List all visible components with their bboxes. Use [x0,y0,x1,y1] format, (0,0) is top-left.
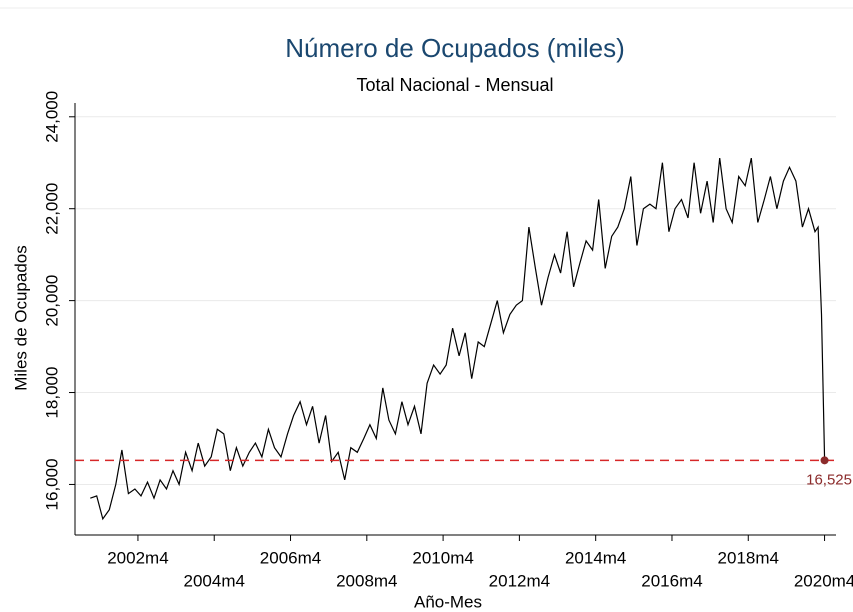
data-line [90,157,826,521]
x-tick-label: 2012m4 [489,571,550,590]
y-tick-label: 16,000 [42,458,61,510]
y-tick-label: 24,000 [42,91,61,143]
x-tick-label: 2018m4 [718,548,779,567]
x-tick-label: 2004m4 [184,571,245,590]
x-tick-label: 2020m4 [794,571,853,590]
x-tick-label: 2002m4 [107,548,168,567]
x-tick-label: 2006m4 [260,548,321,567]
x-tick-label: 2008m4 [336,571,397,590]
y-tick-label: 22,000 [42,183,61,235]
x-tick-label: 2014m4 [565,548,626,567]
chart-subtitle: Total Nacional - Mensual [356,75,553,95]
x-axis-label: Año-Mes [414,592,482,611]
x-tick-label: 2016m4 [641,571,702,590]
y-tick-label: 18,000 [42,367,61,419]
y-axis-label: Miles de Ocupados [11,245,30,391]
reference-label: 16,525 [806,471,852,488]
y-tick-label: 20,000 [42,275,61,327]
chart-title: Número de Ocupados (miles) [285,33,625,63]
x-tick-label: 2010m4 [412,548,473,567]
last-point [820,456,829,465]
